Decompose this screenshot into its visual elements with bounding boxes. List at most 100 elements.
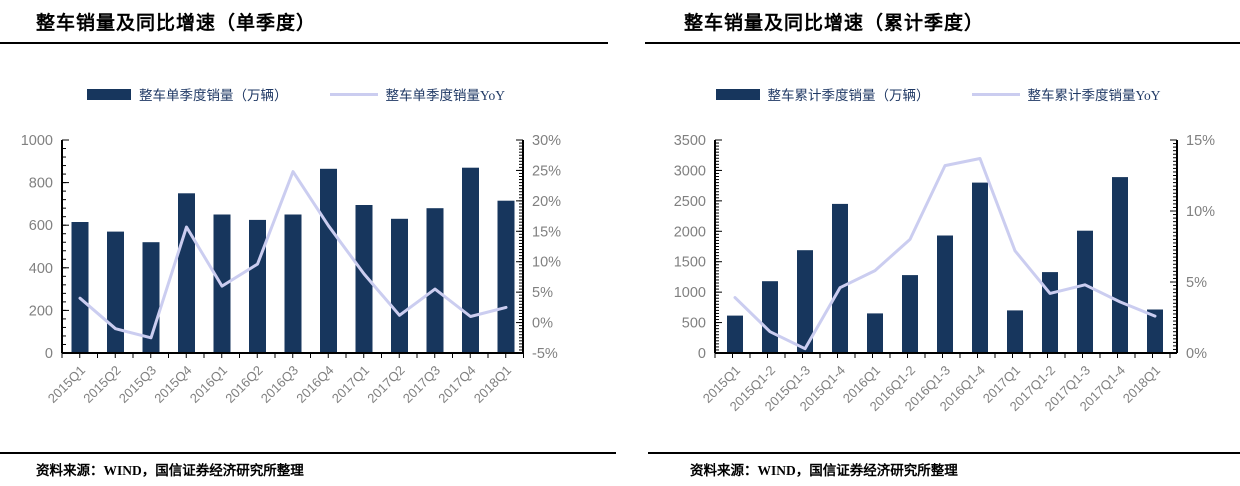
svg-text:1000: 1000 [21, 133, 53, 149]
svg-text:3000: 3000 [674, 163, 706, 179]
bar-2016Q1-2 [902, 275, 918, 353]
legend-item-line: 整车累计季度销量YoY [971, 84, 1161, 104]
yoy-line [733, 157, 1157, 351]
legend-item-bar: 整车单季度销量（万辆） [87, 84, 288, 104]
svg-text:15%: 15% [532, 224, 561, 240]
bar-2017Q1-4 [1112, 177, 1128, 353]
bar-2016Q1-4 [972, 182, 988, 353]
svg-text:10%: 10% [532, 255, 561, 271]
svg-text:1500: 1500 [674, 255, 706, 271]
bar-2015Q1-4 [832, 203, 848, 353]
title-divider [0, 42, 608, 44]
chart-svg: 0 500 1000 1500 2000 2500 3000 3500 0% 5% 10% 15% 20… [674, 133, 1215, 414]
svg-text:0: 0 [45, 346, 53, 362]
legend-label-line: 整车累计季度销量YoY [1027, 88, 1161, 103]
svg-text:400: 400 [29, 261, 53, 277]
svg-text:10%: 10% [1186, 204, 1215, 220]
plot-area-quarterly: 0 200 400 600 800 1000 -5% 0% 5% 10% 15% 20% 25% 30% 2… [0, 128, 620, 428]
bar-2015Q1-2 [762, 281, 778, 353]
chart-legend: 整车累计季度销量（万辆） 整车累计季度销量YoY [628, 84, 1240, 104]
x-label-2018Q1: 2018Q1 [1120, 363, 1163, 406]
svg-text:500: 500 [682, 316, 706, 332]
svg-text:200: 200 [29, 303, 53, 319]
bar-2016Q1 [867, 313, 883, 353]
bar-2017Q1-3 [1077, 230, 1093, 353]
bar-2015Q2 [107, 231, 124, 353]
x-label-2015Q4: 2015Q4 [151, 363, 194, 406]
x-label-2017Q1: 2017Q1 [329, 363, 372, 406]
svg-text:0: 0 [698, 346, 706, 362]
svg-text:800: 800 [29, 176, 53, 192]
svg-text:1000: 1000 [674, 285, 706, 301]
x-label-2015Q1: 2015Q1 [45, 363, 88, 406]
source-divider [648, 452, 1240, 454]
legend-item-line: 整车单季度销量YoY [329, 84, 505, 104]
bar-2016Q2 [249, 219, 266, 353]
svg-text:30%: 30% [532, 133, 561, 149]
left-axis-labels: 0 200 400 600 800 1000 [21, 133, 53, 362]
left-axis-labels: 0 500 1000 1500 2000 2500 3000 3500 [674, 133, 706, 362]
right-axis-labels: 0% 5% 10% 15% [1186, 133, 1215, 362]
tick-marks [714, 139, 1177, 358]
svg-text:0%: 0% [1186, 346, 1207, 362]
legend-label-line: 整车单季度销量YoY [385, 88, 505, 103]
title-divider [645, 42, 1240, 44]
bar-2018Q1 [1147, 309, 1163, 353]
legend-label-bar: 整车累计季度销量（万辆） [767, 88, 930, 103]
bar-2018Q1 [497, 200, 515, 353]
x-label-2016Q4: 2016Q4 [293, 363, 336, 406]
bar-series-swatch [87, 88, 132, 100]
tick-marks [61, 139, 524, 358]
line-series-swatch [971, 92, 1020, 96]
bar-2015Q1-3 [797, 250, 813, 353]
x-label-2016Q3: 2016Q3 [258, 363, 301, 406]
plot-area-cumulative: 0 500 1000 1500 2000 2500 3000 3500 0% 5% 10% 15% 20… [620, 128, 1240, 428]
x-label-2017Q4: 2017Q4 [435, 363, 478, 406]
source-note: 资料来源：WIND，国信证券经济研究所整理 [690, 463, 958, 478]
chart-legend: 整车单季度销量（万辆） 整车单季度销量YoY [0, 84, 606, 104]
x-label-2016Q2: 2016Q2 [222, 363, 265, 406]
svg-text:5%: 5% [1186, 275, 1207, 291]
source-divider [0, 452, 616, 454]
x-label-2015Q2: 2015Q2 [80, 363, 123, 406]
svg-text:600: 600 [29, 218, 53, 234]
svg-text:25%: 25% [532, 163, 561, 179]
svg-text:20%: 20% [532, 194, 561, 210]
source-note: 资料来源：WIND，国信证券经济研究所整理 [36, 463, 304, 478]
chart-svg: 0 200 400 600 800 1000 -5% 0% 5% 10% 15% 20% 25% 30% 2… [21, 133, 561, 406]
bar-2015Q1 [727, 315, 743, 353]
svg-text:0%: 0% [532, 316, 553, 332]
svg-text:5%: 5% [532, 285, 553, 301]
bar-series [71, 167, 515, 354]
bar-2015Q4 [178, 193, 195, 354]
bar-series [727, 177, 1163, 353]
svg-text:15%: 15% [1186, 133, 1215, 149]
bar-2016Q1-3 [937, 235, 953, 353]
svg-text:-5%: -5% [532, 346, 558, 362]
bar-2017Q2 [391, 218, 408, 353]
x-axis-labels: 2015Q12015Q1-22015Q1-32015Q1-42016Q12016… [700, 363, 1163, 414]
x-label-2018Q1: 2018Q1 [471, 363, 514, 406]
chart-panel-cumulative: 整车销量及同比增速（累计季度） 整车累计季度销量（万辆） 整车累计季度销量YoY… [620, 0, 1240, 486]
svg-text:3500: 3500 [674, 133, 706, 149]
bar-2017Q1 [1007, 310, 1023, 353]
bar-2016Q4 [320, 168, 337, 353]
bar-series-swatch [715, 88, 760, 100]
bar-2016Q3 [284, 214, 302, 353]
right-axis-labels: -5% 0% 5% 10% 15% 20% 25% 30% [532, 133, 561, 362]
x-label-2016Q1: 2016Q1 [187, 363, 230, 406]
x-axis-labels: 2015Q12015Q22015Q32015Q42016Q12016Q22016… [45, 363, 514, 406]
bar-2017Q3 [426, 208, 444, 353]
line-series-swatch [329, 92, 378, 96]
x-label-2017Q3: 2017Q3 [400, 363, 443, 406]
svg-text:2000: 2000 [674, 224, 706, 240]
x-label-2015Q3: 2015Q3 [116, 363, 159, 406]
svg-text:2500: 2500 [674, 194, 706, 210]
x-label-2017Q2: 2017Q2 [364, 363, 407, 406]
bar-2015Q1 [71, 222, 89, 353]
chart-title: 整车销量及同比增速（单季度） [36, 13, 317, 34]
legend-item-bar: 整车累计季度销量（万辆） [715, 84, 930, 104]
bar-2017Q4 [462, 167, 479, 353]
